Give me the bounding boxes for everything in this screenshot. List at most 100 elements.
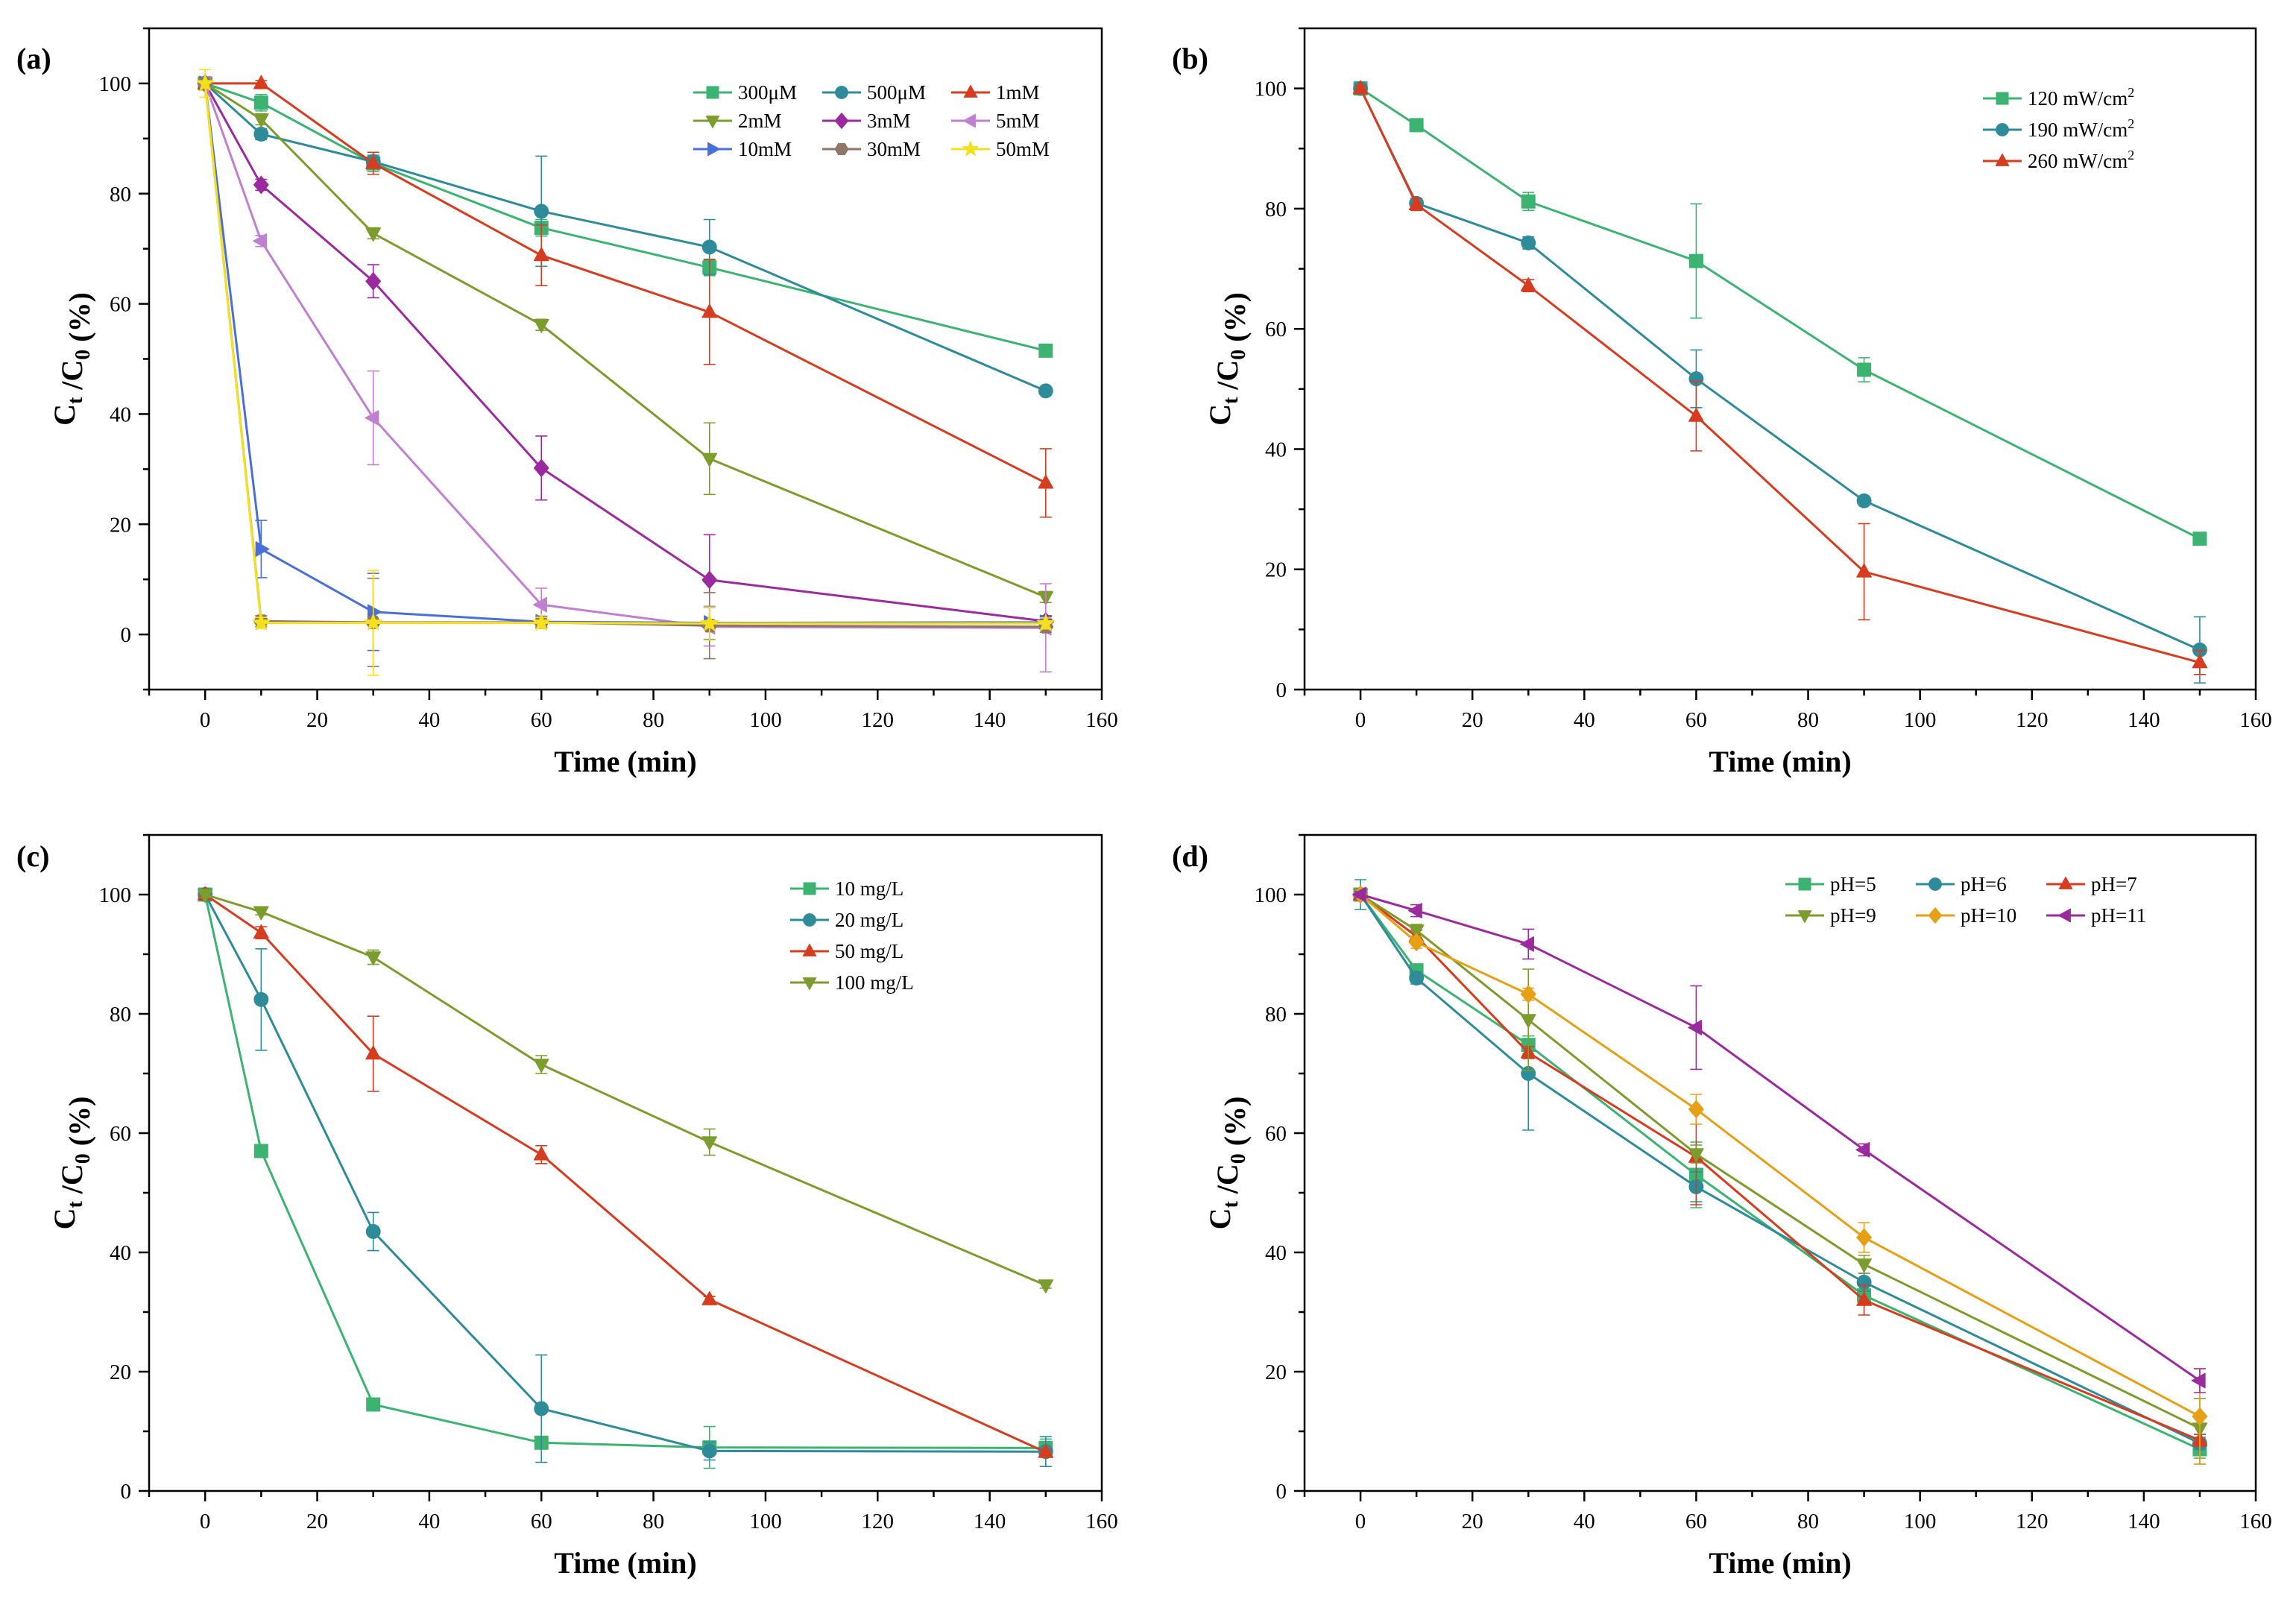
y-tick-label: 40	[110, 1241, 131, 1265]
series-pH-7	[1352, 886, 2208, 1447]
x-tick-label: 0	[1355, 1510, 1366, 1533]
data-point	[255, 541, 270, 557]
y-axis-title: Ct /C0 (%)	[48, 1097, 96, 1230]
x-tick-label: 100	[749, 708, 782, 732]
series-pH-10	[1352, 885, 2208, 1465]
x-tick-label: 60	[531, 1510, 552, 1533]
legend-marker	[835, 86, 848, 99]
legend-label: 10 mg/L	[835, 877, 903, 900]
legend-marker	[1797, 910, 1812, 924]
data-point	[1855, 1142, 1870, 1158]
data-point	[1856, 493, 1872, 508]
y-tick-label: 100	[1255, 883, 1287, 907]
data-point	[1519, 936, 1534, 952]
legend-label: 2mM	[738, 110, 782, 132]
legend-marker	[834, 113, 849, 129]
y-tick-label: 60	[1265, 318, 1287, 341]
data-point	[1408, 195, 1425, 210]
data-point	[253, 924, 269, 939]
series-line	[204, 82, 1047, 392]
series-line	[1360, 893, 2201, 1430]
legend-item: pH=7	[2046, 873, 2137, 895]
legend-label: pH=11	[2091, 904, 2146, 927]
data-point	[700, 614, 719, 631]
data-point	[365, 272, 382, 291]
data-point	[532, 596, 547, 613]
x-tick-label: 20	[1462, 708, 1483, 732]
y-tick-label: 20	[1265, 1361, 1287, 1384]
data-point	[1352, 886, 1366, 903]
series-line	[204, 82, 1047, 352]
data-point	[701, 453, 718, 467]
data-point	[533, 458, 549, 478]
legend-item: 3mM	[822, 110, 911, 132]
y-tick-label: 80	[110, 183, 131, 206]
y-tick-label: 40	[110, 403, 131, 426]
data-point	[252, 613, 271, 631]
legend: 10 mg/L 20 mg/L 50 mg/L 100 mg/L	[790, 877, 914, 994]
data-point	[1520, 1014, 1536, 1029]
data-point	[365, 1224, 381, 1239]
x-tick-label: 20	[306, 1510, 328, 1533]
x-tick-label: 40	[418, 708, 440, 732]
series-line	[204, 893, 1047, 1454]
data-point	[364, 613, 382, 631]
x-axis-title: Time (min)	[554, 745, 696, 778]
y-tick-label: 80	[1265, 1003, 1287, 1027]
series-5mM	[196, 75, 1052, 673]
data-point	[1688, 407, 1704, 422]
y-tick-label: 80	[110, 1003, 131, 1027]
data-point	[1409, 971, 1425, 986]
series-300-M	[198, 76, 1053, 358]
x-tick-label: 160	[2239, 708, 2272, 732]
y-tick-label: 100	[99, 72, 132, 96]
series-260-mW-cm	[1352, 80, 2208, 675]
x-tick-label: 0	[200, 1510, 211, 1533]
x-axis-title: Time (min)	[1709, 745, 1851, 778]
data-point	[701, 1136, 718, 1151]
panel-label: (d)	[1172, 839, 1208, 873]
data-point	[533, 1146, 549, 1161]
legend-item: 50 mg/L	[790, 940, 903, 962]
legend-marker	[802, 943, 817, 956]
data-point	[1520, 277, 1536, 291]
x-tick-label: 80	[643, 1510, 664, 1533]
y-tick-label: 0	[1276, 1480, 1287, 1504]
y-tick-label: 0	[121, 1480, 132, 1504]
legend-label: 300μM	[738, 81, 797, 104]
x-tick-label: 80	[643, 708, 664, 732]
legend-marker	[963, 84, 978, 98]
y-tick-label: 60	[110, 1122, 131, 1146]
data-point	[1038, 383, 1053, 399]
legend-label: 30mM	[867, 138, 921, 160]
data-point	[2192, 654, 2208, 669]
data-point	[1036, 614, 1055, 631]
chart-panel-1: 0 20 40 60 80 100 120 140 160 0 20 40 60 80 100 Time (m…	[16, 27, 1118, 778]
x-tick-label: 160	[1085, 1510, 1118, 1533]
data-point	[534, 204, 549, 219]
data-point	[2192, 532, 2207, 546]
legend-marker	[1928, 907, 1943, 924]
series-line	[204, 893, 1047, 1287]
series-pH-5	[1353, 887, 2207, 1465]
series-line	[204, 83, 1047, 622]
y-tick-label: 20	[1265, 558, 1287, 582]
series-line	[1359, 894, 2201, 1445]
x-tick-label: 120	[2016, 708, 2049, 732]
data-point	[1352, 80, 1369, 95]
series-line	[1359, 894, 2201, 1451]
x-tick-label: 160	[2239, 1510, 2272, 1533]
x-tick-label: 120	[2016, 1510, 2049, 1533]
data-point	[365, 227, 382, 242]
legend-label: 20 mg/L	[835, 909, 903, 931]
data-point	[1856, 1258, 1872, 1273]
y-tick-label: 40	[1265, 438, 1287, 461]
legend-label: 10mM	[738, 138, 792, 160]
plot-frame	[148, 833, 1103, 1492]
x-tick-label: 40	[418, 1510, 440, 1533]
legend-label: 260 mW/cm2	[2028, 148, 2134, 172]
data-point	[1520, 985, 1536, 1003]
data-point	[197, 889, 213, 904]
data-point	[701, 239, 717, 255]
data-point	[253, 126, 269, 142]
